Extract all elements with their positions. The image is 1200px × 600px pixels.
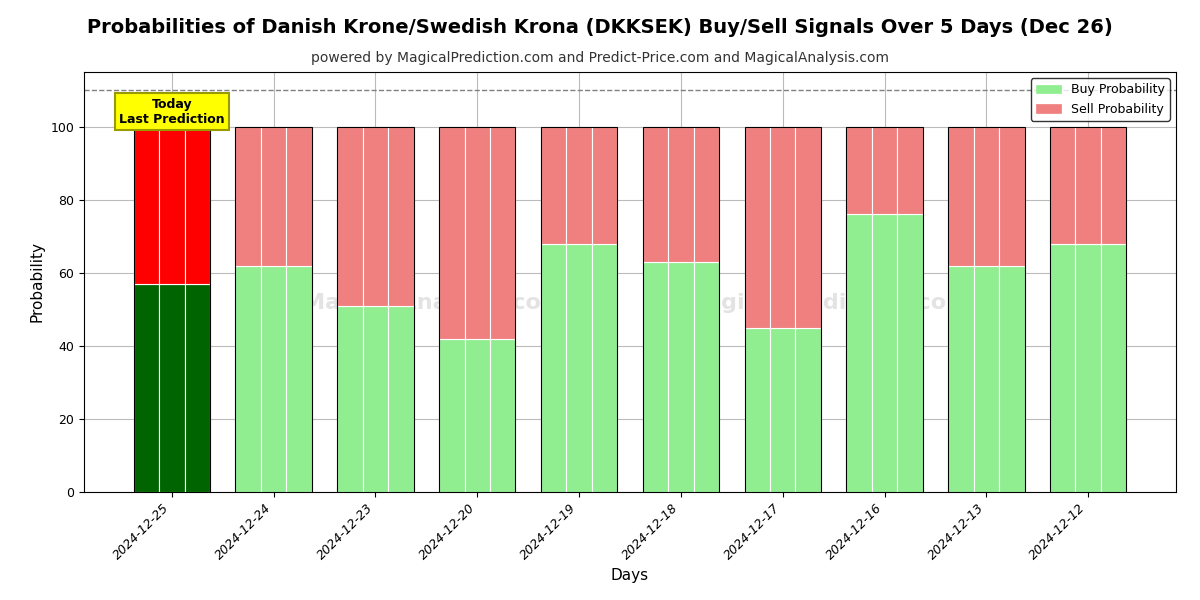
Bar — [668, 262, 694, 492]
Bar — [1100, 244, 1127, 492]
Bar — [337, 306, 362, 492]
Bar — [133, 284, 160, 492]
Bar — [973, 127, 1000, 266]
Bar — [1000, 266, 1025, 492]
Bar — [796, 127, 821, 328]
Legend: Buy Probability, Sell Probability: Buy Probability, Sell Probability — [1031, 78, 1170, 121]
Bar — [235, 266, 260, 492]
Bar — [464, 127, 490, 338]
Bar — [770, 127, 796, 328]
Bar — [643, 127, 719, 492]
Bar — [694, 262, 719, 492]
Bar — [133, 127, 160, 284]
Bar — [948, 266, 973, 492]
Bar — [490, 338, 516, 492]
Bar — [185, 127, 210, 284]
Bar — [668, 127, 694, 262]
Bar — [439, 127, 464, 338]
Text: MagicalPrediction.com: MagicalPrediction.com — [684, 293, 970, 313]
Bar — [541, 244, 566, 492]
Bar — [464, 338, 490, 492]
Bar — [872, 214, 898, 492]
Bar — [439, 127, 516, 492]
Bar — [1050, 244, 1075, 492]
Bar — [846, 214, 872, 492]
Bar — [185, 284, 210, 492]
Bar — [133, 127, 210, 492]
Bar — [260, 127, 287, 266]
Bar — [160, 127, 185, 284]
Bar — [744, 127, 821, 492]
Bar — [1075, 244, 1100, 492]
Bar — [592, 244, 617, 492]
Bar — [235, 127, 260, 266]
Bar — [1050, 127, 1127, 492]
Bar — [796, 328, 821, 492]
Text: MagicalAnalysis.com: MagicalAnalysis.com — [302, 293, 564, 313]
Bar — [362, 306, 388, 492]
Bar — [643, 262, 668, 492]
Bar — [160, 284, 185, 492]
Bar — [1100, 127, 1127, 244]
Bar — [566, 127, 592, 244]
Bar — [566, 244, 592, 492]
Text: powered by MagicalPrediction.com and Predict-Price.com and MagicalAnalysis.com: powered by MagicalPrediction.com and Pre… — [311, 51, 889, 65]
Bar — [898, 127, 923, 214]
X-axis label: Days: Days — [611, 568, 649, 583]
Bar — [1050, 127, 1075, 244]
Bar — [235, 127, 312, 492]
Bar — [388, 127, 414, 306]
Bar — [770, 328, 796, 492]
Text: Probabilities of Danish Krone/Swedish Krona (DKKSEK) Buy/Sell Signals Over 5 Day: Probabilities of Danish Krone/Swedish Kr… — [88, 18, 1112, 37]
Bar — [898, 214, 923, 492]
Bar — [1000, 127, 1025, 266]
Bar — [1075, 127, 1100, 244]
Bar — [592, 127, 617, 244]
Bar — [948, 127, 1025, 492]
Bar — [694, 127, 719, 262]
Text: Today
Last Prediction: Today Last Prediction — [119, 98, 224, 125]
Bar — [337, 127, 362, 306]
Bar — [541, 127, 617, 492]
Bar — [362, 127, 388, 306]
Bar — [490, 127, 516, 338]
Bar — [846, 127, 923, 492]
Bar — [973, 266, 1000, 492]
Bar — [872, 127, 898, 214]
Bar — [948, 127, 973, 266]
Bar — [388, 306, 414, 492]
Bar — [846, 127, 872, 214]
Bar — [744, 328, 770, 492]
Bar — [744, 127, 770, 328]
Bar — [643, 127, 668, 262]
Bar — [541, 127, 566, 244]
Bar — [439, 338, 464, 492]
Bar — [337, 127, 414, 492]
Bar — [287, 127, 312, 266]
Y-axis label: Probability: Probability — [30, 241, 44, 323]
Bar — [287, 266, 312, 492]
Bar — [260, 266, 287, 492]
